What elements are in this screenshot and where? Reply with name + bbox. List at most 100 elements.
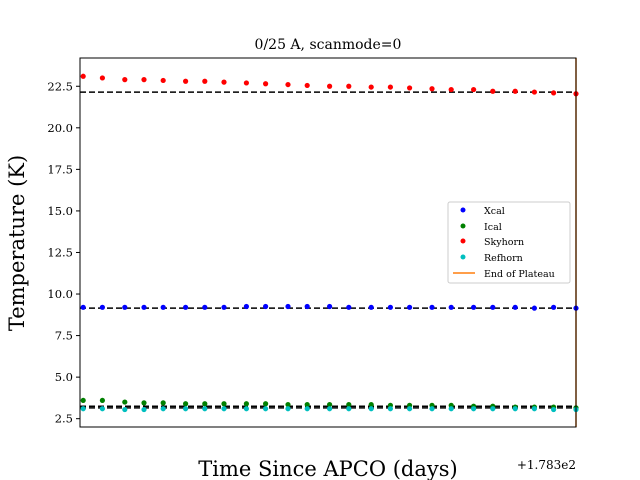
point-skyhorn-8	[243, 80, 249, 86]
point-xcal-2	[122, 304, 128, 310]
point-refhorn-19	[471, 406, 477, 412]
point-xcal-4	[160, 304, 166, 310]
point-skyhorn-16	[407, 85, 413, 91]
x-axis-label: Time Since APCO (days)	[198, 457, 457, 480]
point-xcal-3	[141, 304, 147, 310]
point-refhorn-13	[346, 406, 352, 412]
point-skyhorn-17	[429, 86, 435, 92]
point-refhorn-3	[141, 406, 147, 413]
point-xcal-21	[512, 304, 518, 310]
point-refhorn-15	[387, 406, 393, 412]
point-refhorn-9	[263, 406, 269, 412]
point-ical-14	[368, 401, 374, 408]
point-skyhorn-3	[141, 77, 147, 83]
legend-box	[447, 201, 571, 284]
point-skyhorn-6	[202, 78, 208, 84]
point-ical-6	[202, 401, 208, 407]
point-skyhorn-7	[221, 79, 227, 85]
y-tick-label-5: 15.0	[47, 204, 73, 218]
point-refhorn-20	[490, 406, 496, 412]
legend-label-ical: Ical	[484, 222, 502, 233]
plot-frame	[79, 57, 577, 428]
point-refhorn-17	[429, 406, 435, 412]
legend-label-refhorn: Refhorn	[484, 253, 523, 264]
point-refhorn-10	[285, 406, 291, 412]
point-refhorn-6	[202, 406, 208, 412]
y-tick-label-8: 22.5	[47, 79, 73, 93]
point-refhorn-12	[327, 406, 333, 412]
legend-label-skyhorn: Skyhorn	[484, 237, 524, 248]
y-tick-label-2: 7.5	[55, 329, 73, 343]
point-xcal-19	[471, 304, 477, 310]
legend-label-end-of-plateau: End of Plateau	[484, 269, 555, 280]
point-refhorn-8	[243, 406, 249, 412]
point-refhorn-0	[80, 406, 86, 412]
point-refhorn-16	[407, 406, 413, 412]
point-refhorn-4	[160, 406, 166, 412]
point-xcal-7	[221, 304, 227, 310]
point-skyhorn-4	[160, 77, 166, 84]
point-refhorn-22	[531, 406, 538, 412]
point-skyhorn-0	[80, 73, 86, 79]
point-xcal-6	[202, 304, 208, 310]
point-ical-7	[221, 401, 227, 407]
y-tick-label-0: 2.5	[55, 412, 73, 426]
point-skyhorn-14	[368, 84, 374, 90]
point-skyhorn-5	[183, 78, 189, 84]
point-ical-0	[80, 397, 86, 404]
point-ical-3	[141, 400, 147, 406]
point-refhorn-18	[448, 406, 454, 412]
point-xcal-15	[387, 304, 393, 310]
point-ical-4	[160, 400, 166, 406]
y-tick-label-7: 20.0	[47, 121, 73, 135]
y-tick-label-3: 10.0	[47, 287, 73, 301]
point-xcal-22	[531, 305, 538, 311]
point-skyhorn-10	[285, 81, 291, 88]
point-xcal-17	[429, 304, 435, 310]
point-xcal-13	[346, 304, 352, 310]
point-ical-10	[285, 401, 291, 408]
point-xcal-11	[304, 303, 310, 310]
point-skyhorn-18	[448, 86, 454, 93]
point-ical-5	[183, 401, 189, 407]
point-skyhorn-15	[387, 84, 393, 90]
point-xcal-1	[99, 304, 105, 310]
point-skyhorn-2	[122, 77, 128, 83]
y-tick-label-4: 12.5	[47, 245, 73, 259]
point-xcal-5	[183, 304, 189, 310]
point-xcal-10	[285, 303, 291, 310]
point-refhorn-1	[99, 406, 105, 412]
point-refhorn-21	[512, 406, 518, 412]
legend: Xcal Ical Skyhorn Refhorn End of Plateau	[447, 201, 571, 284]
point-skyhorn-23	[551, 90, 557, 96]
plot-area	[80, 58, 579, 427]
point-refhorn-5	[183, 406, 189, 412]
point-skyhorn-11	[304, 82, 310, 89]
point-skyhorn-22	[531, 89, 538, 95]
chart-title: 0/25 A, scanmode=0	[255, 37, 402, 53]
point-xcal-16	[407, 304, 413, 310]
y-tick-label-1: 5.0	[55, 370, 73, 384]
point-xcal-18	[448, 304, 454, 310]
point-refhorn-2	[122, 406, 128, 413]
legend-marker-ical	[460, 223, 466, 229]
point-xcal-14	[368, 304, 374, 310]
point-refhorn-23	[551, 406, 557, 413]
legend-label-xcal: Xcal	[484, 206, 505, 217]
legend-marker-refhorn	[460, 254, 466, 260]
y-axis-label: Temperature (K)	[5, 155, 29, 331]
y-axis: 2.5 5.0 7.5 10.0 12.5 15.0 17.5 20.0 22.5	[47, 79, 80, 426]
point-xcal-0	[80, 304, 86, 310]
point-skyhorn-12	[327, 83, 333, 89]
x-offset-label: +1.783e2	[517, 458, 576, 472]
point-ical-9	[263, 401, 269, 407]
point-xcal-20	[490, 304, 496, 310]
point-skyhorn-13	[346, 83, 352, 89]
point-ical-11	[304, 401, 310, 408]
point-refhorn-14	[368, 406, 374, 412]
point-skyhorn-1	[99, 75, 105, 81]
point-xcal-23	[551, 304, 557, 310]
point-xcal-12	[327, 303, 333, 310]
point-ical-1	[99, 397, 105, 404]
